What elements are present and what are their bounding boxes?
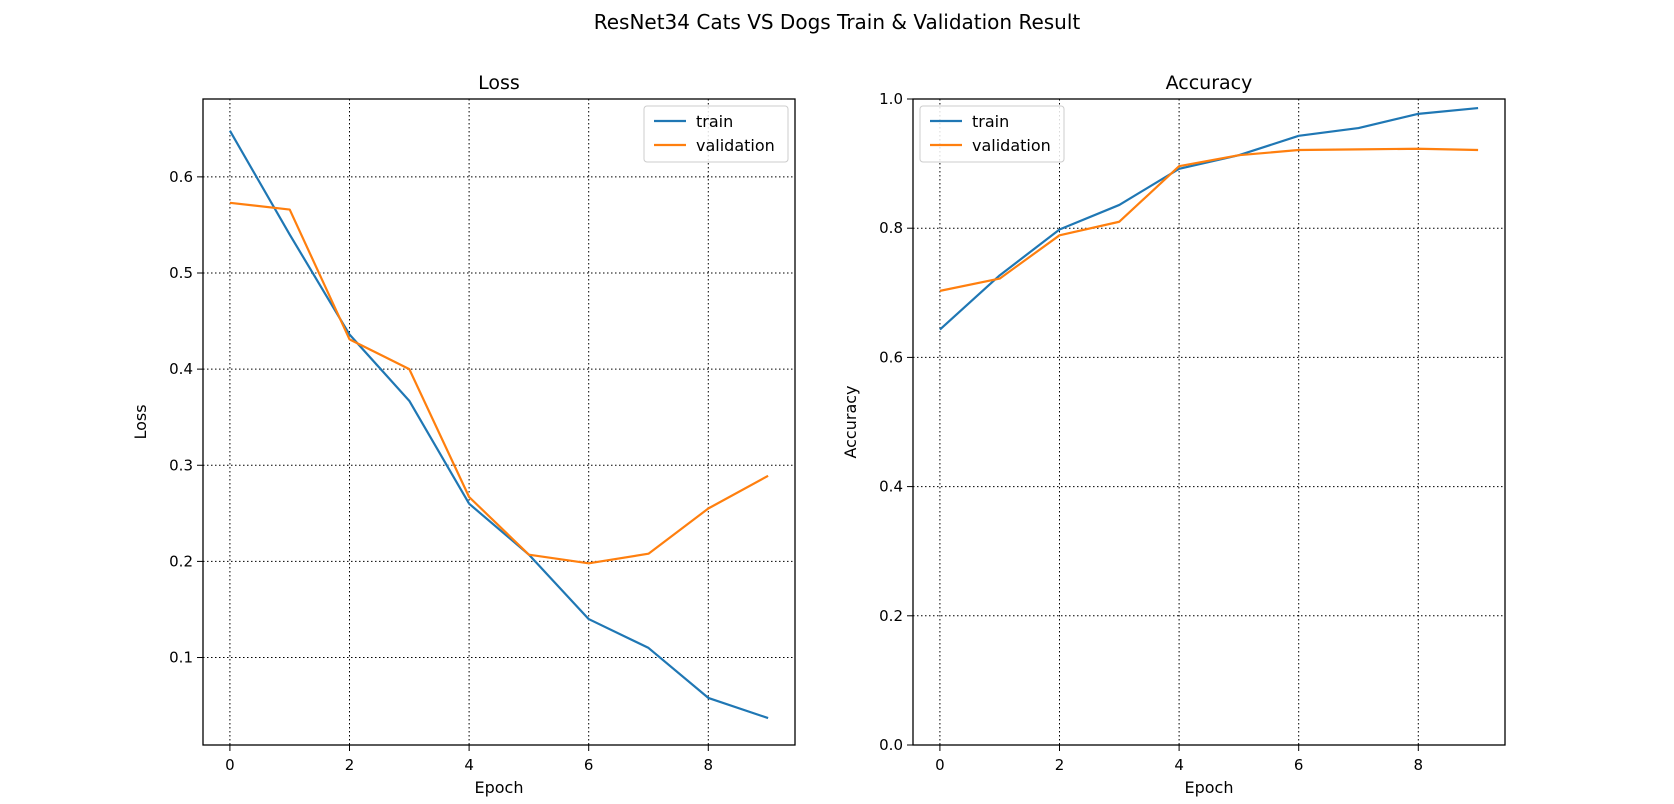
y-axis-label: Loss (131, 404, 150, 439)
y-axis-label: Accuracy (841, 385, 860, 458)
y-tick-label-4: 0.8 (879, 219, 903, 237)
y-tick-label-2: 0.4 (879, 478, 903, 496)
x-tick-label-4: 8 (1414, 756, 1424, 774)
axes-frame (912, 98, 1506, 746)
x-tick-label-2: 4 (1174, 756, 1184, 774)
legend: train validation (643, 105, 789, 163)
x-axis-label: Epoch (1185, 778, 1234, 797)
x-tick-label-1: 2 (1055, 756, 1065, 774)
y-tick-label-3: 0.4 (169, 360, 193, 378)
series-line-validation (939, 147, 1479, 292)
legend: train validation (919, 105, 1065, 163)
x-tick-label-0: 0 (935, 756, 945, 774)
x-tick-label-3: 6 (584, 756, 594, 774)
legend-label-train: train (696, 112, 733, 131)
x-tick-label-3: 6 (1294, 756, 1304, 774)
x-tick-label-2: 4 (464, 756, 474, 774)
x-tick-label-0: 0 (225, 756, 235, 774)
figure-title: ResNet34 Cats VS Dogs Train & Validation… (594, 10, 1081, 34)
chart-title: Accuracy (1166, 72, 1253, 94)
y-tick-label-2: 0.3 (169, 456, 193, 474)
loss-chart: 0 2 4 6 8 0.1 0.2 0.3 0.4 0.5 0.6 Loss Epoch Loss trai… (131, 72, 796, 797)
accuracy-chart: 0 2 4 6 8 0.0 0.2 0.4 0.6 0.8 1.0 Accuracy Epoch Accu… (841, 72, 1506, 797)
x-axis-label: Epoch (475, 778, 524, 797)
chart-title: Loss (478, 72, 520, 94)
axes-frame (202, 98, 796, 746)
series-line-train (939, 106, 1479, 331)
x-tick-label-4: 8 (704, 756, 714, 774)
series-line-validation (229, 201, 769, 565)
legend-label-validation: validation (696, 136, 775, 155)
y-tick-label-5: 1.0 (879, 90, 903, 108)
y-tick-label-5: 0.6 (169, 168, 193, 186)
legend-label-validation: validation (972, 136, 1051, 155)
y-tick-label-0: 0.0 (879, 736, 903, 754)
legend-label-train: train (972, 112, 1009, 131)
y-tick-label-4: 0.5 (169, 264, 193, 282)
x-tick-label-1: 2 (345, 756, 355, 774)
y-tick-label-0: 0.1 (169, 649, 193, 667)
y-tick-label-1: 0.2 (879, 607, 903, 625)
series-line-train (228, 130, 769, 720)
y-tick-label-3: 0.6 (879, 348, 903, 366)
y-tick-label-1: 0.2 (169, 552, 193, 570)
